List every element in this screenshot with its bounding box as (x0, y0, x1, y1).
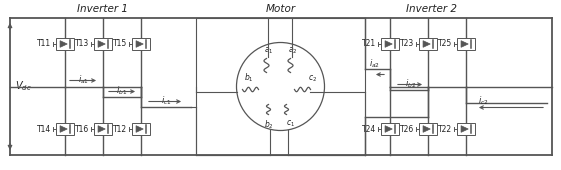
Text: T11: T11 (37, 39, 51, 48)
Bar (196, 18, 365, 155)
Polygon shape (136, 41, 143, 47)
Polygon shape (136, 126, 143, 132)
Text: T12: T12 (113, 124, 127, 133)
Text: $c_2$: $c_2$ (308, 73, 317, 83)
Text: $a_1$: $a_1$ (264, 46, 273, 56)
Text: $V_{dc}$: $V_{dc}$ (15, 80, 31, 93)
Text: Inverter 1: Inverter 1 (77, 4, 128, 14)
Text: $\it{i}_{a1}$: $\it{i}_{a1}$ (79, 73, 90, 86)
Text: $\it{i}_{b1}$: $\it{i}_{b1}$ (117, 84, 127, 97)
Bar (132, 38, 150, 50)
Polygon shape (461, 126, 468, 132)
Text: T16: T16 (75, 124, 89, 133)
Text: T15: T15 (113, 39, 127, 48)
Bar (381, 123, 399, 135)
Polygon shape (98, 41, 105, 47)
Text: $a_2$: $a_2$ (288, 46, 297, 56)
Text: T25: T25 (438, 39, 452, 48)
Bar (457, 123, 475, 135)
Text: $b_1$: $b_1$ (245, 71, 254, 83)
Circle shape (237, 42, 324, 131)
Text: $b_2$: $b_2$ (264, 118, 273, 131)
Polygon shape (423, 126, 430, 132)
Polygon shape (60, 126, 67, 132)
Text: $c_1$: $c_1$ (286, 118, 295, 129)
Text: $\it{i}_{c1}$: $\it{i}_{c1}$ (161, 95, 172, 107)
Text: T22: T22 (438, 124, 452, 133)
Polygon shape (423, 41, 430, 47)
Polygon shape (461, 41, 468, 47)
Text: T26: T26 (400, 124, 414, 133)
Bar (419, 123, 437, 135)
Text: T21: T21 (362, 39, 376, 48)
Text: T24: T24 (362, 124, 376, 133)
Polygon shape (98, 126, 105, 132)
Bar (419, 38, 437, 50)
Text: $\it{i}_{b2}$: $\it{i}_{b2}$ (406, 78, 417, 90)
Text: $\it{i}_{a2}$: $\it{i}_{a2}$ (369, 58, 380, 71)
Text: T23: T23 (400, 39, 414, 48)
Text: Inverter 2: Inverter 2 (407, 4, 458, 14)
Bar (94, 123, 112, 135)
Bar (56, 38, 74, 50)
Text: $\it{i}_{c2}$: $\it{i}_{c2}$ (478, 95, 489, 107)
Text: T14: T14 (37, 124, 51, 133)
Bar (132, 123, 150, 135)
Bar (56, 123, 74, 135)
Polygon shape (385, 41, 392, 47)
Bar (457, 38, 475, 50)
Polygon shape (60, 41, 67, 47)
Text: Motor: Motor (265, 4, 296, 14)
Text: T13: T13 (75, 39, 89, 48)
Bar (94, 38, 112, 50)
Bar (381, 38, 399, 50)
Polygon shape (385, 126, 392, 132)
